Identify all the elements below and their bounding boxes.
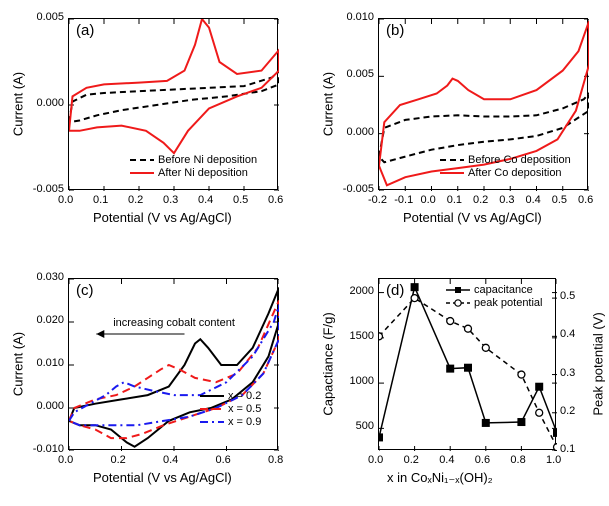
xtick: 0.6 bbox=[475, 454, 490, 466]
ytick: 1500 bbox=[350, 330, 374, 342]
ytick: -0.005 bbox=[33, 183, 64, 195]
ylabel-d: Capactiance (F/g) bbox=[321, 312, 336, 415]
legend-item: After Ni deposition bbox=[130, 167, 257, 179]
xtick: 0.8 bbox=[510, 454, 525, 466]
series-peak potential bbox=[379, 298, 557, 447]
legend-label: After Co deposition bbox=[468, 167, 562, 179]
xtick: 0.2 bbox=[473, 194, 488, 206]
xlabel-d: x in CoₓNi₁₋ₓ(OH)₂ bbox=[387, 470, 493, 486]
ytick: 500 bbox=[356, 420, 374, 432]
legend-label: x = 0.9 bbox=[228, 416, 261, 428]
panel-letter-c: (c) bbox=[76, 282, 94, 299]
xtick: 0.4 bbox=[163, 454, 178, 466]
legend-swatch bbox=[200, 391, 224, 401]
legend-c: x = 0.2x = 0.5x = 0.9 bbox=[200, 390, 261, 429]
xlabel-a: Potential (V vs Ag/AgCl) bbox=[93, 210, 232, 225]
ytick: 0.020 bbox=[36, 314, 64, 326]
legend-item: Before Co deposition bbox=[440, 154, 571, 166]
ytick: 0.000 bbox=[346, 126, 374, 138]
legend-a: Before Ni depositionAfter Ni deposition bbox=[130, 154, 257, 180]
xtick: 0.4 bbox=[439, 454, 454, 466]
xtick: 0.6 bbox=[578, 194, 593, 206]
xlabel-c: Potential (V vs Ag/AgCl) bbox=[93, 470, 232, 485]
y2label-d: Peak potential (V) bbox=[591, 312, 606, 415]
legend-label: Before Ni deposition bbox=[158, 154, 257, 166]
legend-swatch bbox=[440, 168, 464, 178]
ytick: 0.010 bbox=[36, 357, 64, 369]
xtick: 0.4 bbox=[198, 194, 213, 206]
xtick: 0.0 bbox=[58, 194, 73, 206]
legend-swatch bbox=[130, 168, 154, 178]
xtick: 0.6 bbox=[216, 454, 231, 466]
legend-item: x = 0.2 bbox=[200, 390, 261, 402]
xtick: -0.1 bbox=[394, 194, 413, 206]
series-Before Co deposition bbox=[379, 94, 589, 163]
ytick: 0.005 bbox=[36, 11, 64, 23]
xtick: 0.2 bbox=[128, 194, 143, 206]
legend-label: After Ni deposition bbox=[158, 167, 248, 179]
y2tick: 0.1 bbox=[560, 443, 575, 455]
y2tick: 0.5 bbox=[560, 290, 575, 302]
ytick: 0.005 bbox=[346, 68, 374, 80]
series-After Ni deposition bbox=[69, 19, 279, 153]
xtick: 0.2 bbox=[111, 454, 126, 466]
xlabel-b: Potential (V vs Ag/AgCl) bbox=[403, 210, 542, 225]
xtick: 0.1 bbox=[93, 194, 108, 206]
xtick: 0.3 bbox=[163, 194, 178, 206]
xtick: 0.2 bbox=[404, 454, 419, 466]
xtick: 0.3 bbox=[499, 194, 514, 206]
y2tick: 0.3 bbox=[560, 367, 575, 379]
legend-swatch bbox=[200, 404, 224, 414]
annotation: increasing cobalt content bbox=[113, 317, 235, 329]
xtick: 0.0 bbox=[421, 194, 436, 206]
ytick: 2000 bbox=[350, 285, 374, 297]
legend-label: peak potential bbox=[474, 297, 543, 309]
xtick: 0.6 bbox=[268, 194, 283, 206]
legend-item: capacitance bbox=[446, 284, 543, 296]
ylabel-b: Current (A) bbox=[321, 72, 336, 136]
series-Before Ni deposition bbox=[69, 71, 279, 123]
ytick: 0.000 bbox=[36, 400, 64, 412]
legend-label: Before Co deposition bbox=[468, 154, 571, 166]
legend-swatch bbox=[130, 155, 154, 165]
legend-swatch bbox=[200, 417, 224, 427]
legend-swatch bbox=[440, 155, 464, 165]
figure-root: 0.0 0.1 0.2 0.3 0.4 0.5 0.6 -0.005 0.000 0.005 (a)… bbox=[0, 0, 609, 506]
y2tick: 0.2 bbox=[560, 405, 575, 417]
ylabel-a: Current (A) bbox=[11, 72, 26, 136]
legend-label: capacitance bbox=[474, 284, 533, 296]
ytick: -0.010 bbox=[33, 443, 64, 455]
legend-swatch bbox=[446, 298, 470, 308]
legend-item: x = 0.9 bbox=[200, 416, 261, 428]
xtick: 0.0 bbox=[58, 454, 73, 466]
ylabel-c: Current (A) bbox=[11, 332, 26, 396]
legend-b: Before Co depositionAfter Co deposition bbox=[440, 154, 571, 180]
legend-item: After Co deposition bbox=[440, 167, 571, 179]
legend-item: Before Ni deposition bbox=[130, 154, 257, 166]
ytick: 1000 bbox=[350, 375, 374, 387]
xtick: 0.5 bbox=[233, 194, 248, 206]
xtick: 1.0 bbox=[546, 454, 561, 466]
panel-letter-a: (a) bbox=[76, 22, 94, 39]
legend-label: x = 0.2 bbox=[228, 390, 261, 402]
legend-d: capacitancepeak potential bbox=[446, 284, 543, 310]
ytick: 0.000 bbox=[36, 97, 64, 109]
xtick: 0.1 bbox=[447, 194, 462, 206]
xtick: -0.2 bbox=[368, 194, 387, 206]
legend-swatch bbox=[446, 285, 470, 295]
xtick: 0.5 bbox=[552, 194, 567, 206]
ytick: 0.010 bbox=[346, 11, 374, 23]
xtick: 0.4 bbox=[526, 194, 541, 206]
y2tick: 0.4 bbox=[560, 328, 575, 340]
xtick: 0.8 bbox=[268, 454, 283, 466]
xtick: 0.0 bbox=[368, 454, 383, 466]
panel-letter-b: (b) bbox=[386, 22, 404, 39]
legend-item: x = 0.5 bbox=[200, 403, 261, 415]
legend-item: peak potential bbox=[446, 297, 543, 309]
legend-label: x = 0.5 bbox=[228, 403, 261, 415]
ytick: 0.030 bbox=[36, 271, 64, 283]
panel-letter-d: (d) bbox=[386, 282, 404, 299]
ytick: -0.005 bbox=[343, 183, 374, 195]
